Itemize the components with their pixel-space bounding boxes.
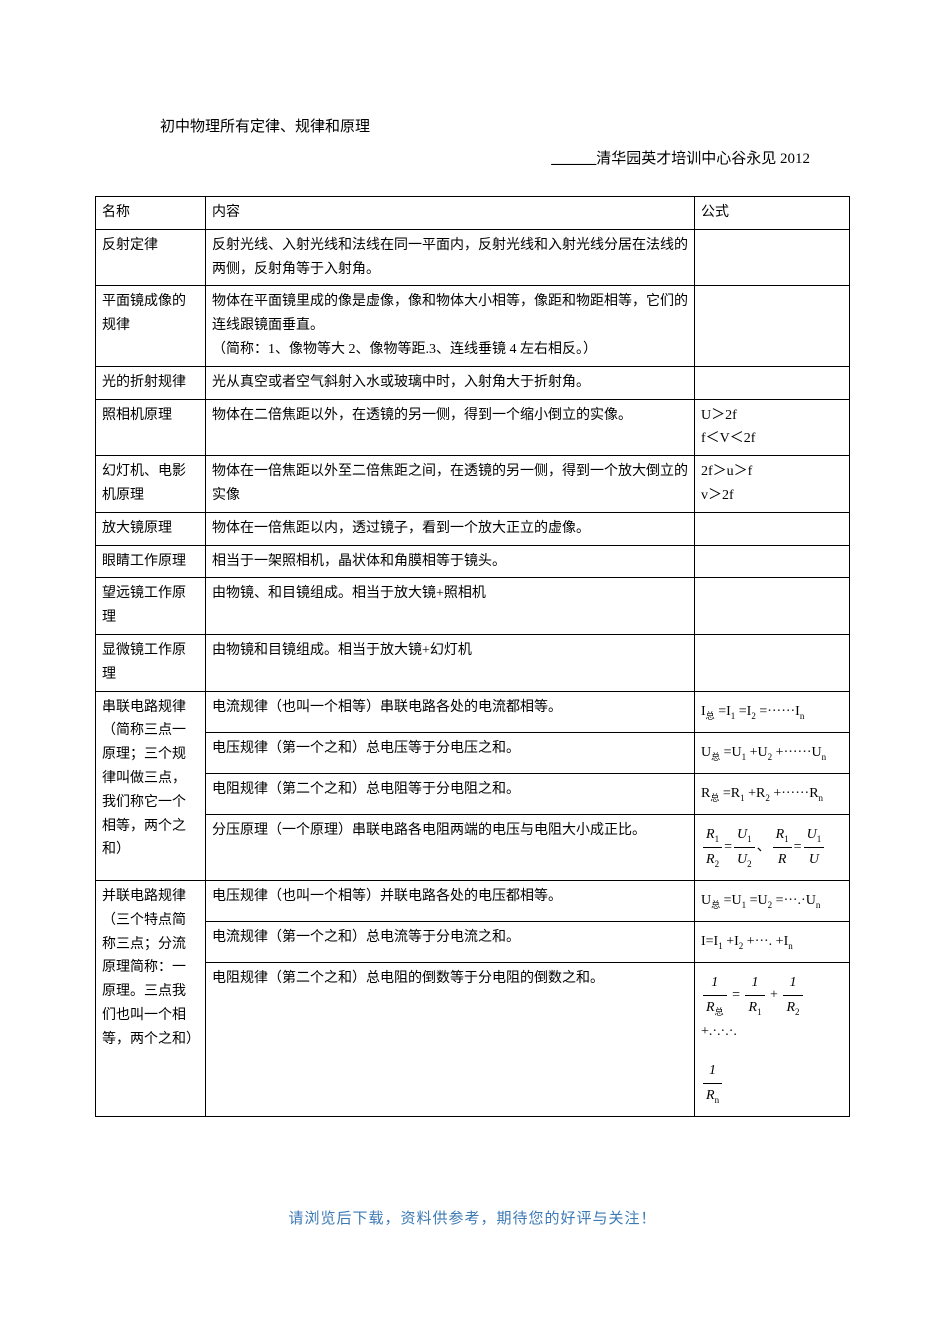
header-content: 内容 bbox=[206, 197, 695, 230]
cell-content: 电阻规律（第二个之和）总电阻的倒数等于分电阻的倒数之和。 bbox=[206, 963, 695, 1117]
cell-formula: U＞2f f＜V＜2f bbox=[695, 399, 850, 456]
cell-content: 由物镜和目镜组成。相当于放大镜+幻灯机 bbox=[206, 634, 695, 691]
cell-content: 物体在一倍焦距以外至二倍焦距之间，在透镜的另一侧，得到一个放大倒立的实像 bbox=[206, 456, 695, 513]
cell-content: 物体在二倍焦距以外，在透镜的另一侧，得到一个缩小倒立的实像。 bbox=[206, 399, 695, 456]
cell-content: 相当于一架照相机，晶状体和角膜相等于镜头。 bbox=[206, 545, 695, 578]
cell-formula bbox=[695, 578, 850, 635]
page-footer: 请浏览后下载，资料供参考，期待您的好评与关注！ bbox=[95, 1207, 850, 1231]
cell-formula bbox=[695, 229, 850, 286]
cell-name: 平面镜成像的规律 bbox=[96, 286, 206, 366]
table-row: 串联电路规律（简称三点一原理；三个规律叫做三点，我们称它一个相等，两个之和）电流… bbox=[96, 691, 850, 732]
cell-content: 电压规律（第一个之和）总电压等于分电压之和。 bbox=[206, 732, 695, 773]
cell-content: 物体在一倍焦距以内，透过镜子，看到一个放大正立的虚像。 bbox=[206, 512, 695, 545]
table-row: 分压原理（一个原理）串联电路各电阻两端的电压与电阻大小成正比。R1R2=U1U2… bbox=[96, 814, 850, 880]
cell-formula: I总 =I1 =I2 =······In bbox=[695, 691, 850, 732]
header-formula: 公式 bbox=[695, 197, 850, 230]
cell-content: 电流规律（第一个之和）总电流等于分电流之和。 bbox=[206, 922, 695, 963]
cell-formula: 2f＞u＞f v＞2f bbox=[695, 456, 850, 513]
cell-name: 望远镜工作原理 bbox=[96, 578, 206, 635]
cell-name: 放大镜原理 bbox=[96, 512, 206, 545]
cell-name-merged: 串联电路规律（简称三点一原理；三个规律叫做三点，我们称它一个相等，两个之和） bbox=[96, 691, 206, 880]
cell-formula: R1R2=U1U2、R1R=U1U bbox=[695, 814, 850, 880]
physics-laws-table: 名称 内容 公式 反射定律反射光线、入射光线和法线在同一平面内，反射光线和入射光… bbox=[95, 196, 850, 1117]
table-row: 照相机原理物体在二倍焦距以外，在透镜的另一侧，得到一个缩小倒立的实像。U＞2f … bbox=[96, 399, 850, 456]
cell-content: 电阻规律（第二个之和）总电阻等于分电阻之和。 bbox=[206, 773, 695, 814]
table-row: 电阻规律（第二个之和）总电阻等于分电阻之和。R总 =R1 +R2 +······… bbox=[96, 773, 850, 814]
cell-content: 由物镜、和目镜组成。相当于放大镜+照相机 bbox=[206, 578, 695, 635]
page-title: 初中物理所有定律、规律和原理 bbox=[160, 115, 850, 139]
cell-name: 照相机原理 bbox=[96, 399, 206, 456]
cell-formula: 1R总 = 1R1 + 1R2 +.·.·.·. 1Rn bbox=[695, 963, 850, 1117]
table-row: 电压规律（第一个之和）总电压等于分电压之和。U总 =U1 +U2 +······… bbox=[96, 732, 850, 773]
table-row: 并联电路规律（三个特点简称三点；分流原理简称：一原理。三点我们也叫一个相等，两个… bbox=[96, 881, 850, 922]
table-row: 电阻规律（第二个之和）总电阻的倒数等于分电阻的倒数之和。1R总 = 1R1 + … bbox=[96, 963, 850, 1117]
cell-content: 电压规律（也叫一个相等）并联电路各处的电压都相等。 bbox=[206, 881, 695, 922]
table-row: 放大镜原理物体在一倍焦距以内，透过镜子，看到一个放大正立的虚像。 bbox=[96, 512, 850, 545]
cell-content: 电流规律（也叫一个相等）串联电路各处的电流都相等。 bbox=[206, 691, 695, 732]
cell-content: 反射光线、入射光线和法线在同一平面内，反射光线和入射光线分居在法线的两侧，反射角… bbox=[206, 229, 695, 286]
table-row: 光的折射规律光从真空或者空气斜射入水或玻璃中时，入射角大于折射角。 bbox=[96, 366, 850, 399]
table-row: 显微镜工作原理由物镜和目镜组成。相当于放大镜+幻灯机 bbox=[96, 634, 850, 691]
table-row: 反射定律反射光线、入射光线和法线在同一平面内，反射光线和入射光线分居在法线的两侧… bbox=[96, 229, 850, 286]
cell-name: 眼睛工作原理 bbox=[96, 545, 206, 578]
cell-formula: I=I1 +I2 +···. +In bbox=[695, 922, 850, 963]
cell-name-merged: 并联电路规律（三个特点简称三点；分流原理简称：一原理。三点我们也叫一个相等，两个… bbox=[96, 881, 206, 1117]
cell-formula: R总 =R1 +R2 +······Rn bbox=[695, 773, 850, 814]
table-header-row: 名称 内容 公式 bbox=[96, 197, 850, 230]
table-row: 幻灯机、电影机原理物体在一倍焦距以外至二倍焦距之间，在透镜的另一侧，得到一个放大… bbox=[96, 456, 850, 513]
cell-formula: U总 =U1 +U2 +······Un bbox=[695, 732, 850, 773]
cell-content: 光从真空或者空气斜射入水或玻璃中时，入射角大于折射角。 bbox=[206, 366, 695, 399]
table-row: 电流规律（第一个之和）总电流等于分电流之和。I=I1 +I2 +···. +In bbox=[96, 922, 850, 963]
header-name: 名称 bbox=[96, 197, 206, 230]
table-row: 望远镜工作原理由物镜、和目镜组成。相当于放大镜+照相机 bbox=[96, 578, 850, 635]
cell-formula bbox=[695, 512, 850, 545]
cell-name: 反射定律 bbox=[96, 229, 206, 286]
cell-name: 幻灯机、电影机原理 bbox=[96, 456, 206, 513]
cell-formula bbox=[695, 545, 850, 578]
table-row: 眼睛工作原理相当于一架照相机，晶状体和角膜相等于镜头。 bbox=[96, 545, 850, 578]
title-block: 初中物理所有定律、规律和原理 ______清华园英才培训中心谷永见 2012 bbox=[95, 115, 850, 171]
cell-formula: U总 =U1 =U2 =···.·Un bbox=[695, 881, 850, 922]
cell-formula bbox=[695, 286, 850, 366]
cell-name: 显微镜工作原理 bbox=[96, 634, 206, 691]
cell-formula bbox=[695, 634, 850, 691]
cell-name: 光的折射规律 bbox=[96, 366, 206, 399]
cell-content: 分压原理（一个原理）串联电路各电阻两端的电压与电阻大小成正比。 bbox=[206, 814, 695, 880]
cell-content: 物体在平面镜里成的像是虚像，像和物体大小相等，像距和物距相等，它们的连线跟镜面垂… bbox=[206, 286, 695, 366]
cell-formula bbox=[695, 366, 850, 399]
subtitle-text: 清华园英才培训中心谷永见 2012 bbox=[596, 151, 810, 167]
table-row: 平面镜成像的规律物体在平面镜里成的像是虚像，像和物体大小相等，像距和物距相等，它… bbox=[96, 286, 850, 366]
page-subtitle: ______清华园英才培训中心谷永见 2012 bbox=[95, 147, 850, 171]
underline-prefix: ______ bbox=[551, 151, 596, 167]
